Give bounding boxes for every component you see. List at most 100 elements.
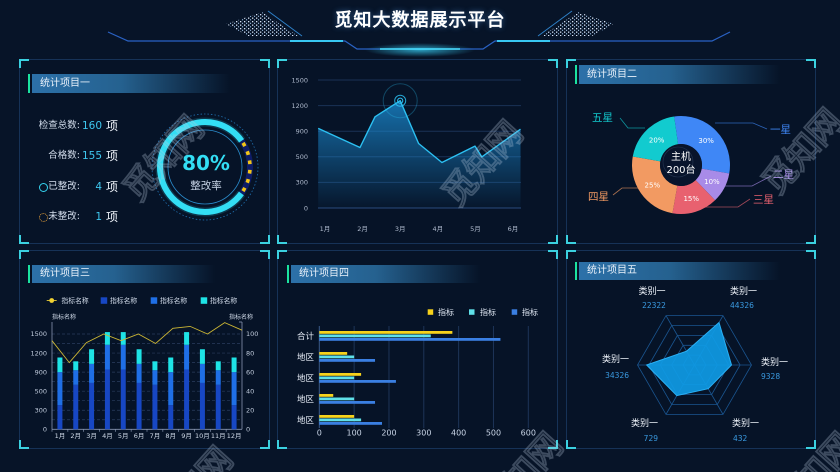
stat-row-qualified: 合格数: 155 项 [20, 149, 130, 163]
bar-segment[interactable] [89, 382, 95, 430]
corner-bracket [566, 235, 576, 244]
rectification-rate-gauge: 80% 整改率 [151, 113, 259, 221]
bar-segment[interactable] [120, 344, 126, 370]
y-tick-label: 0 [304, 204, 308, 212]
bar[interactable] [319, 355, 355, 359]
indicator-value: 729 [644, 434, 659, 443]
bar-segment[interactable] [104, 344, 110, 370]
stat-label: 已整改: [48, 181, 80, 192]
stat-value: 155 [82, 150, 103, 162]
area-fill [318, 100, 521, 208]
peak-marker[interactable] [382, 83, 418, 119]
donut-slice-2[interactable] [695, 168, 730, 201]
bar-segment[interactable] [152, 361, 158, 371]
bar-segment[interactable] [184, 344, 190, 370]
bar[interactable] [319, 415, 355, 418]
bar[interactable] [319, 352, 348, 355]
indicator-line [51, 322, 243, 364]
x-tick-label: 3月 [86, 432, 97, 440]
bar-segment[interactable] [231, 372, 237, 406]
x-tick-label: 12月 [227, 432, 242, 440]
bar[interactable] [319, 394, 334, 397]
y-tick-label: 1500 [291, 76, 308, 84]
bar-segment[interactable] [168, 405, 174, 430]
radar-area[interactable] [645, 321, 733, 397]
peak-marker[interactable] [394, 94, 407, 107]
bar[interactable] [319, 334, 431, 338]
corner-bracket [277, 235, 287, 244]
bar-segment[interactable] [120, 332, 126, 345]
legend-square-icon [100, 297, 108, 304]
panel-line-chart: 0 300 500 900 1200 1500 1月 2月 3月 4月 5月 6月 [277, 59, 558, 244]
peak-marker[interactable] [397, 97, 404, 104]
bar[interactable] [319, 373, 362, 376]
bar-segment[interactable] [73, 370, 79, 385]
bar-segment[interactable] [215, 370, 221, 385]
bar[interactable] [319, 422, 382, 425]
left-y-tick-label: 1500 [30, 330, 47, 338]
bar-segment[interactable] [184, 332, 190, 345]
bar-segment[interactable] [215, 361, 221, 371]
bar-segment[interactable] [136, 363, 142, 383]
gauge-value: 80% [182, 151, 230, 175]
x-tick-label: 300 [416, 429, 431, 438]
right-y-tick-label: 0 [246, 426, 250, 434]
donut-slice-1[interactable] [674, 116, 730, 174]
bar-segment[interactable] [231, 357, 237, 373]
corner-bracket [806, 250, 816, 259]
indicator-name: 类别一 [761, 356, 788, 368]
bar-segment[interactable] [120, 369, 126, 430]
bar-segment[interactable] [168, 372, 174, 406]
stat-unit: 项 [106, 149, 119, 163]
corner-bracket [548, 59, 558, 68]
bar-segment[interactable] [199, 363, 205, 383]
bar-segment[interactable] [57, 405, 63, 430]
bar-segment[interactable] [168, 357, 174, 373]
donut-hole [660, 144, 702, 186]
bar-segment[interactable] [152, 384, 158, 430]
corner-bracket [806, 235, 816, 244]
header-decoration [0, 10, 840, 57]
title-accent [28, 74, 30, 93]
bar-segment[interactable] [73, 361, 79, 371]
indicator-name: 类别一 [730, 285, 757, 297]
bar-segment[interactable] [136, 349, 142, 364]
stat-row-rectified: 已整改: 4 项 [20, 180, 130, 194]
ring-icon [39, 182, 48, 192]
indicator-name: 类别一 [638, 285, 665, 297]
bar[interactable] [319, 397, 355, 401]
x-tick-label: 200 [381, 429, 396, 438]
bar-segment[interactable] [89, 349, 95, 364]
x-tick-label: 400 [451, 429, 466, 438]
bar-segment[interactable] [199, 349, 205, 364]
x-tick-label: 3月 [395, 225, 406, 233]
right-y-tick-label: 80 [246, 349, 254, 357]
y-tick-label: 500 [296, 153, 308, 161]
panel-title: 统计项目三 [32, 265, 215, 283]
category-radar-chart: 类别一 22322 类别一 44326 类别一 9328 类别一 432 类别一 729 类别一 34… [602, 285, 788, 443]
bar-segment[interactable] [104, 369, 110, 430]
bar[interactable] [319, 359, 376, 362]
donut-slice-4[interactable] [632, 156, 678, 214]
bar-segment[interactable] [73, 384, 79, 430]
bar-segment[interactable] [104, 332, 110, 345]
donut-slice-3[interactable] [672, 180, 716, 215]
bar-segment[interactable] [57, 372, 63, 406]
bar-segment[interactable] [199, 382, 205, 430]
bar[interactable] [319, 401, 376, 404]
bar-segment[interactable] [57, 357, 63, 373]
bar-segment[interactable] [215, 384, 221, 430]
bar-segment[interactable] [136, 382, 142, 430]
bar[interactable] [319, 331, 453, 334]
bar[interactable] [319, 380, 396, 383]
indicator-value: 432 [733, 434, 748, 443]
bar-segment[interactable] [231, 405, 237, 430]
bar-segment[interactable] [152, 370, 158, 385]
bar-segment[interactable] [184, 369, 190, 430]
donut-slice-5[interactable] [632, 116, 679, 162]
bar[interactable] [319, 376, 355, 380]
bar-segment[interactable] [89, 363, 95, 383]
bar[interactable] [319, 418, 362, 422]
bar[interactable] [319, 338, 501, 341]
header-slash-right [537, 10, 573, 37]
